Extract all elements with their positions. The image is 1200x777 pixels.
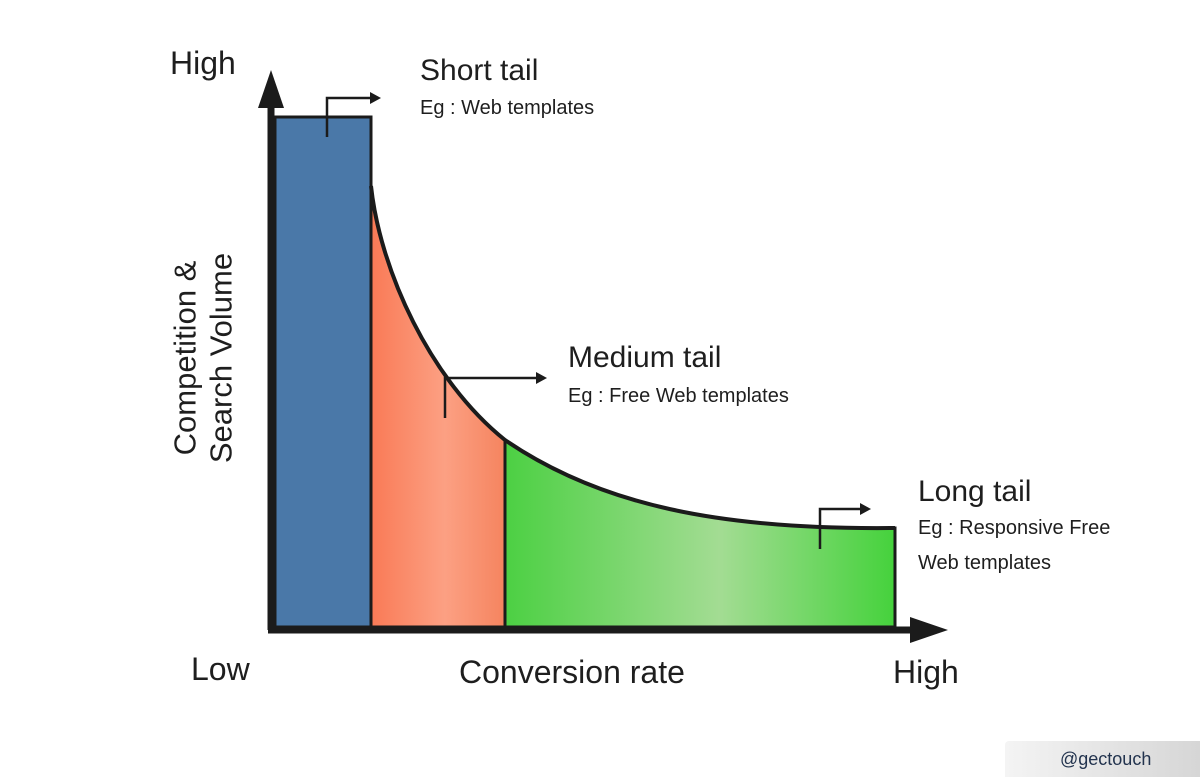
short-tail-example: Eg : Web templates — [420, 97, 595, 119]
medium-tail-area — [369, 185, 507, 629]
medium-tail-title: Medium tail — [568, 341, 722, 374]
y-axis-high-label: High — [170, 45, 236, 81]
y-axis-arrowhead — [258, 70, 284, 108]
demand-curve — [369, 185, 896, 531]
y-axis-title-line1: Competition & — [167, 260, 203, 456]
long-tail-area — [503, 437, 897, 629]
x-axis-arrowhead — [910, 617, 948, 643]
medium-tail-pointer — [443, 372, 547, 418]
x-axis-high-label: High — [893, 654, 959, 690]
long-tail-title: Long tail — [918, 475, 1032, 508]
watermark-badge: @gectouch — [1005, 741, 1200, 777]
long-tail-example-line2: Web templates — [918, 552, 1052, 574]
long-tail-pointer — [818, 503, 871, 549]
short-tail-pointer — [325, 92, 381, 137]
x-axis-low-label: Low — [191, 651, 250, 687]
x-axis-title: Conversion rate — [459, 654, 685, 690]
watermark-text: @gectouch — [1060, 749, 1152, 769]
short-tail-area — [273, 115, 373, 629]
medium-tail-example: Eg : Free Web templates — [568, 385, 789, 407]
y-axis-title: Competition & Search Volume — [167, 208, 238, 508]
short-tail-title: Short tail — [420, 54, 539, 87]
long-tail-example-line1: Eg : Responsive Free — [918, 517, 1111, 539]
y-axis-title-line2: Search Volume — [203, 252, 238, 464]
